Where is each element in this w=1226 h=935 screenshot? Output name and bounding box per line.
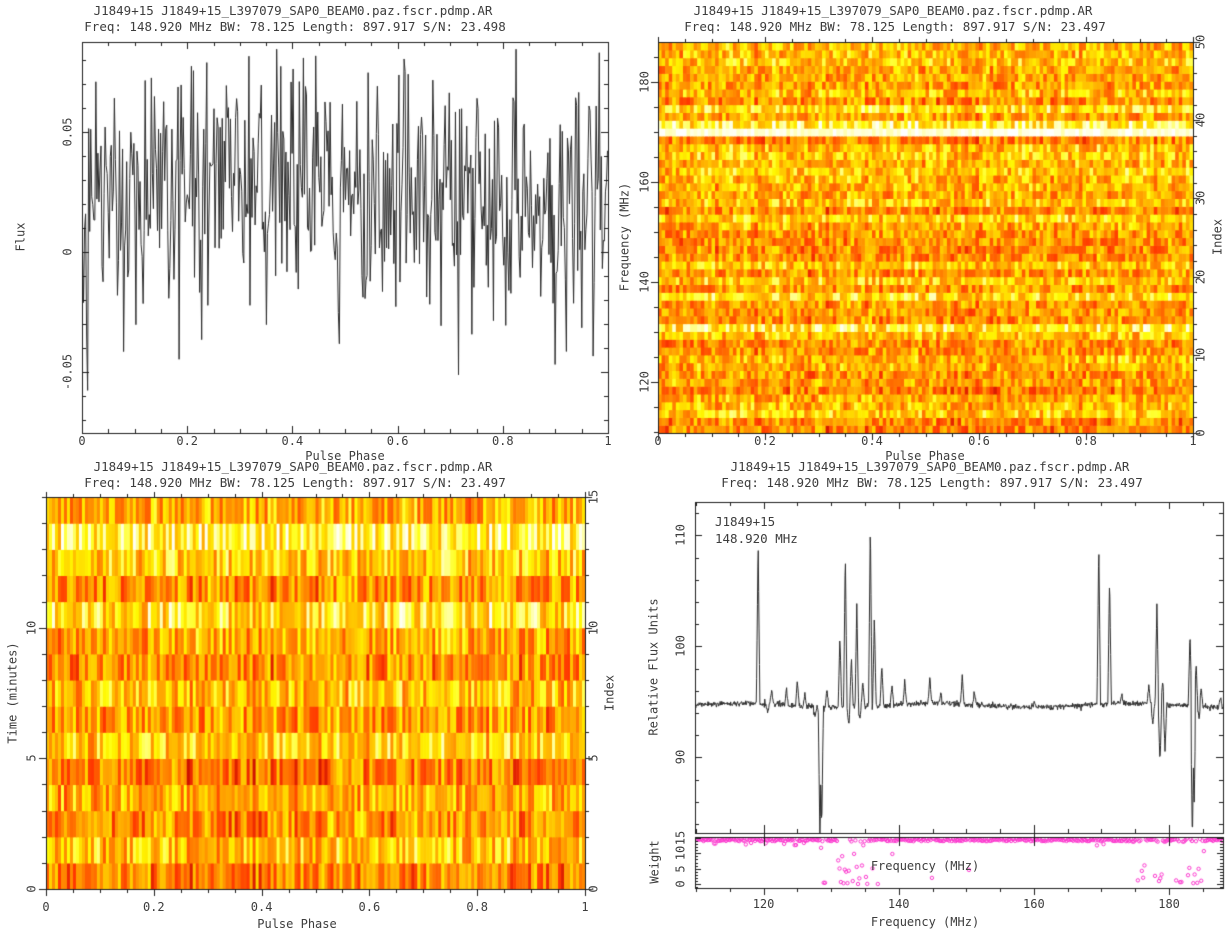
tick-label: 140 — [887, 897, 910, 911]
tick-label: 10 — [586, 620, 601, 635]
tick-label: 0.4 — [250, 900, 273, 914]
tick-label: 160 — [637, 171, 652, 193]
bandpass-xaxis-label: Frequency (MHz) — [870, 915, 980, 929]
tick-label: 20 — [1193, 269, 1208, 284]
tick-label: 0.8 — [466, 900, 489, 914]
tick-label: 0.2 — [142, 900, 165, 914]
tick-label: 100 — [673, 635, 688, 658]
tick-label: 0.6 — [968, 434, 990, 448]
tick-label: 0 — [60, 248, 75, 256]
tick-label: 0.4 — [281, 434, 304, 448]
tick-label: 90 — [673, 750, 688, 765]
bandpass-source-annotation: J1849+15 — [715, 514, 776, 529]
time-phase-index-axis-label: Index — [602, 674, 617, 712]
profile-xaxis-label: Pulse Phase — [305, 449, 385, 463]
tick-label: 5 — [586, 754, 601, 762]
tick-label: 10 — [1193, 347, 1208, 363]
time-phase-title: J1849+15 J1849+15_L397079_SAP0_BEAM0.paz… — [93, 459, 493, 474]
tick-label: 0.2 — [754, 434, 776, 448]
tick-label: 0.4 — [861, 434, 883, 448]
tick-label: 0.6 — [386, 434, 409, 448]
tick-label: 50 — [1193, 34, 1208, 50]
bandpass-frequency-annotation: 148.920 MHz — [715, 531, 798, 546]
tick-label: 0 — [42, 900, 50, 914]
weight-yaxis-label: Weight — [647, 840, 662, 884]
tick-label: 30 — [1193, 191, 1208, 206]
freq-phase-yaxis-label: Frequency (MHz) — [617, 182, 632, 292]
tick-label: -0.05 — [60, 353, 75, 390]
tick-label: 0 — [1193, 429, 1208, 437]
time-phase-xaxis-label: Pulse Phase — [257, 917, 337, 931]
tick-label: 180 — [1158, 897, 1180, 911]
freq-phase-xaxis-label: Pulse Phase — [885, 449, 965, 463]
tick-label: 0 — [654, 434, 662, 448]
tick-label: 140 — [637, 271, 652, 293]
profile-yaxis-label: Flux — [13, 222, 28, 252]
time-phase-yaxis-label: Time (minutes) — [5, 642, 20, 744]
tick-label: 5 — [24, 754, 39, 762]
tick-label: 120 — [752, 897, 775, 911]
weight-inner-frequency-label: Frequency (MHz) — [870, 859, 980, 873]
tick-label: 10 — [673, 846, 688, 861]
tick-label: 40 — [1193, 112, 1208, 128]
tick-label: 0.6 — [358, 900, 381, 914]
bandpass-subtitle: Freq: 148.920 MHz BW: 78.125 Length: 897… — [721, 475, 1143, 490]
tick-label: 15 — [673, 830, 688, 846]
freq-phase-title: J1849+15 J1849+15_L397079_SAP0_BEAM0.paz… — [693, 3, 1093, 18]
tick-label: 180 — [637, 71, 652, 93]
tick-label: 1 — [604, 434, 612, 448]
freq-phase-subtitle: Freq: 148.920 MHz BW: 78.125 Length: 897… — [684, 19, 1106, 34]
tick-label: 0.2 — [176, 434, 199, 448]
tick-label: 160 — [1023, 897, 1045, 911]
tick-label: 0.05 — [60, 117, 75, 147]
tick-label: 15 — [586, 489, 601, 505]
bandpass-yaxis-label: Relative Flux Units — [646, 598, 661, 736]
profile-subtitle: Freq: 148.920 MHz BW: 78.125 Length: 897… — [84, 19, 506, 34]
tick-label: 10 — [24, 620, 39, 635]
tick-label: 110 — [673, 524, 688, 547]
tick-label: 0 — [673, 880, 688, 888]
freq-phase-index-axis-label: Index — [1210, 218, 1225, 256]
tick-label: 1 — [1189, 434, 1197, 448]
tick-label: 120 — [637, 371, 652, 394]
tick-label: 0 — [586, 885, 601, 893]
tick-label: 0.8 — [1075, 434, 1097, 448]
tick-label: 0 — [24, 885, 39, 893]
tick-label: 0 — [78, 434, 86, 448]
tick-label: 1 — [581, 900, 589, 914]
bandpass-title: J1849+15 J1849+15_L397079_SAP0_BEAM0.paz… — [730, 459, 1130, 474]
tick-label: 5 — [673, 865, 688, 873]
time-phase-subtitle: Freq: 148.920 MHz BW: 78.125 Length: 897… — [84, 475, 506, 490]
tick-label: 0.8 — [491, 434, 514, 448]
profile-title: J1849+15 J1849+15_L397079_SAP0_BEAM0.paz… — [93, 3, 493, 18]
